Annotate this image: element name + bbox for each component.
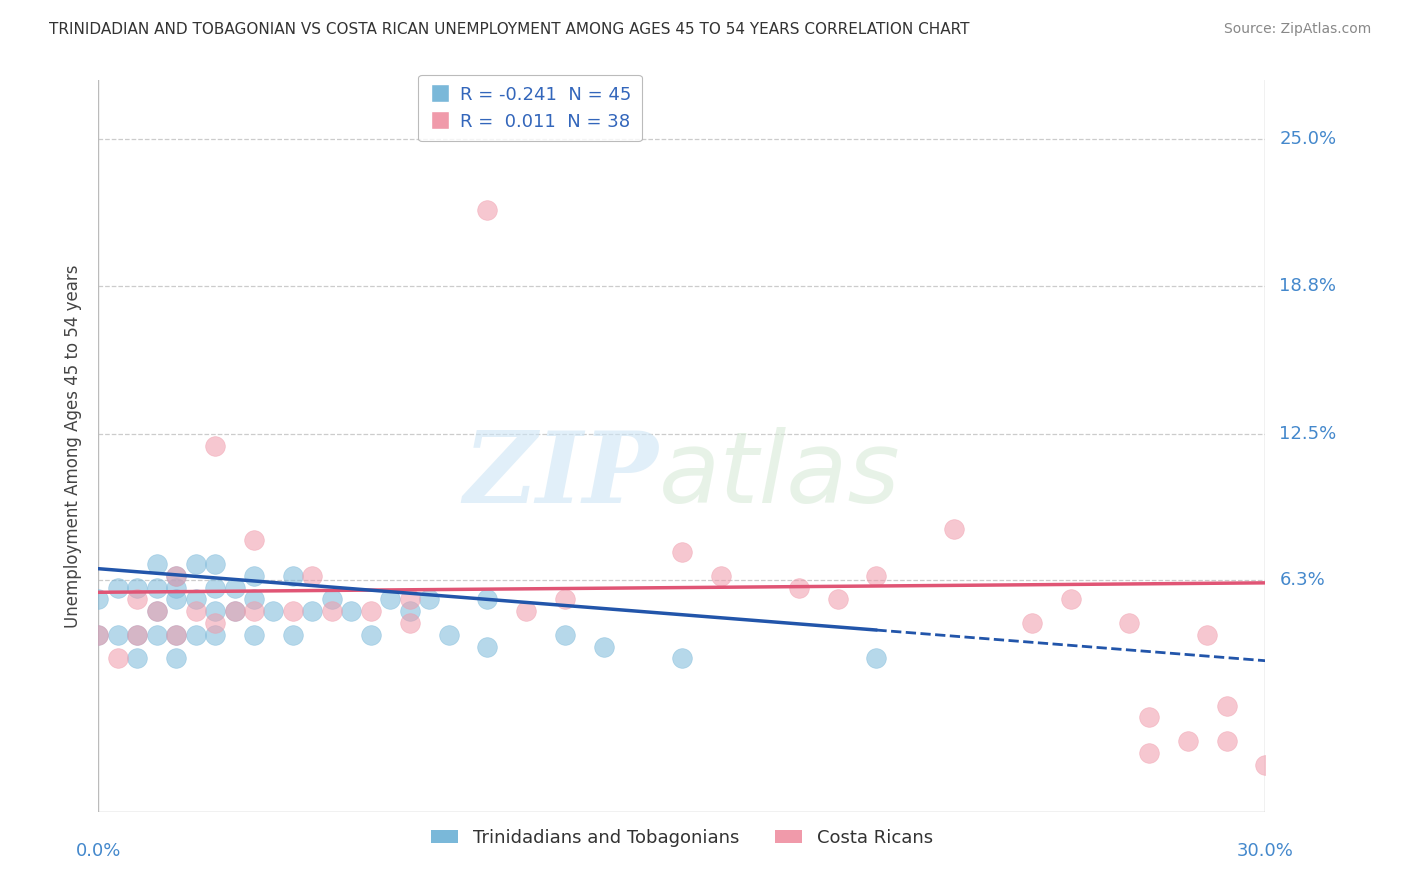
- Point: [204, 628, 226, 642]
- Point: [398, 592, 420, 607]
- Point: [146, 628, 169, 642]
- Point: [224, 604, 246, 618]
- Point: [865, 568, 887, 582]
- Point: [127, 592, 149, 607]
- Point: [243, 568, 266, 582]
- Point: [477, 202, 499, 217]
- Point: [301, 604, 323, 618]
- Point: [398, 615, 420, 630]
- Point: [281, 568, 304, 582]
- Text: 6.3%: 6.3%: [1279, 572, 1324, 590]
- Point: [360, 604, 382, 618]
- Point: [301, 568, 323, 582]
- Point: [710, 568, 733, 582]
- Point: [1254, 757, 1277, 772]
- Point: [418, 592, 440, 607]
- Point: [515, 604, 537, 618]
- Point: [146, 581, 169, 595]
- Point: [281, 628, 304, 642]
- Legend: Trinidadians and Tobagonians, Costa Ricans: Trinidadians and Tobagonians, Costa Rica…: [423, 822, 941, 854]
- Point: [204, 557, 226, 571]
- Point: [127, 628, 149, 642]
- Point: [224, 604, 246, 618]
- Point: [146, 604, 169, 618]
- Point: [146, 557, 169, 571]
- Point: [165, 628, 187, 642]
- Point: [593, 640, 616, 654]
- Point: [321, 604, 343, 618]
- Point: [107, 628, 129, 642]
- Point: [437, 628, 460, 642]
- Point: [243, 533, 266, 548]
- Point: [1195, 628, 1218, 642]
- Point: [1118, 615, 1140, 630]
- Point: [87, 592, 110, 607]
- Point: [1137, 746, 1160, 760]
- Point: [165, 568, 187, 582]
- Text: 25.0%: 25.0%: [1279, 130, 1337, 148]
- Point: [671, 651, 693, 665]
- Point: [865, 651, 887, 665]
- Point: [380, 592, 402, 607]
- Point: [398, 604, 420, 618]
- Point: [127, 628, 149, 642]
- Point: [243, 628, 266, 642]
- Point: [87, 628, 110, 642]
- Point: [671, 545, 693, 559]
- Point: [477, 640, 499, 654]
- Point: [787, 581, 810, 595]
- Point: [127, 581, 149, 595]
- Point: [1137, 710, 1160, 724]
- Point: [262, 604, 284, 618]
- Point: [107, 651, 129, 665]
- Y-axis label: Unemployment Among Ages 45 to 54 years: Unemployment Among Ages 45 to 54 years: [63, 264, 82, 628]
- Point: [554, 628, 576, 642]
- Text: TRINIDADIAN AND TOBAGONIAN VS COSTA RICAN UNEMPLOYMENT AMONG AGES 45 TO 54 YEARS: TRINIDADIAN AND TOBAGONIAN VS COSTA RICA…: [49, 22, 970, 37]
- Point: [1215, 734, 1237, 748]
- Point: [243, 592, 266, 607]
- Point: [204, 604, 226, 618]
- Point: [165, 568, 187, 582]
- Point: [340, 604, 363, 618]
- Text: 18.8%: 18.8%: [1279, 277, 1336, 294]
- Point: [107, 581, 129, 595]
- Point: [146, 604, 169, 618]
- Point: [204, 615, 226, 630]
- Text: 12.5%: 12.5%: [1279, 425, 1337, 443]
- Point: [1177, 734, 1199, 748]
- Point: [87, 628, 110, 642]
- Point: [943, 522, 966, 536]
- Point: [184, 557, 207, 571]
- Point: [1215, 698, 1237, 713]
- Text: ZIP: ZIP: [464, 427, 658, 524]
- Point: [321, 592, 343, 607]
- Point: [1060, 592, 1083, 607]
- Text: Source: ZipAtlas.com: Source: ZipAtlas.com: [1223, 22, 1371, 37]
- Point: [827, 592, 849, 607]
- Point: [184, 592, 207, 607]
- Point: [165, 651, 187, 665]
- Point: [477, 592, 499, 607]
- Point: [281, 604, 304, 618]
- Point: [1021, 615, 1043, 630]
- Point: [204, 581, 226, 595]
- Point: [360, 628, 382, 642]
- Point: [165, 592, 187, 607]
- Text: 0.0%: 0.0%: [76, 842, 121, 860]
- Point: [127, 651, 149, 665]
- Point: [184, 604, 207, 618]
- Text: 30.0%: 30.0%: [1237, 842, 1294, 860]
- Point: [165, 581, 187, 595]
- Point: [165, 628, 187, 642]
- Point: [554, 592, 576, 607]
- Point: [184, 628, 207, 642]
- Point: [243, 604, 266, 618]
- Point: [204, 439, 226, 453]
- Point: [224, 581, 246, 595]
- Text: atlas: atlas: [658, 426, 900, 524]
